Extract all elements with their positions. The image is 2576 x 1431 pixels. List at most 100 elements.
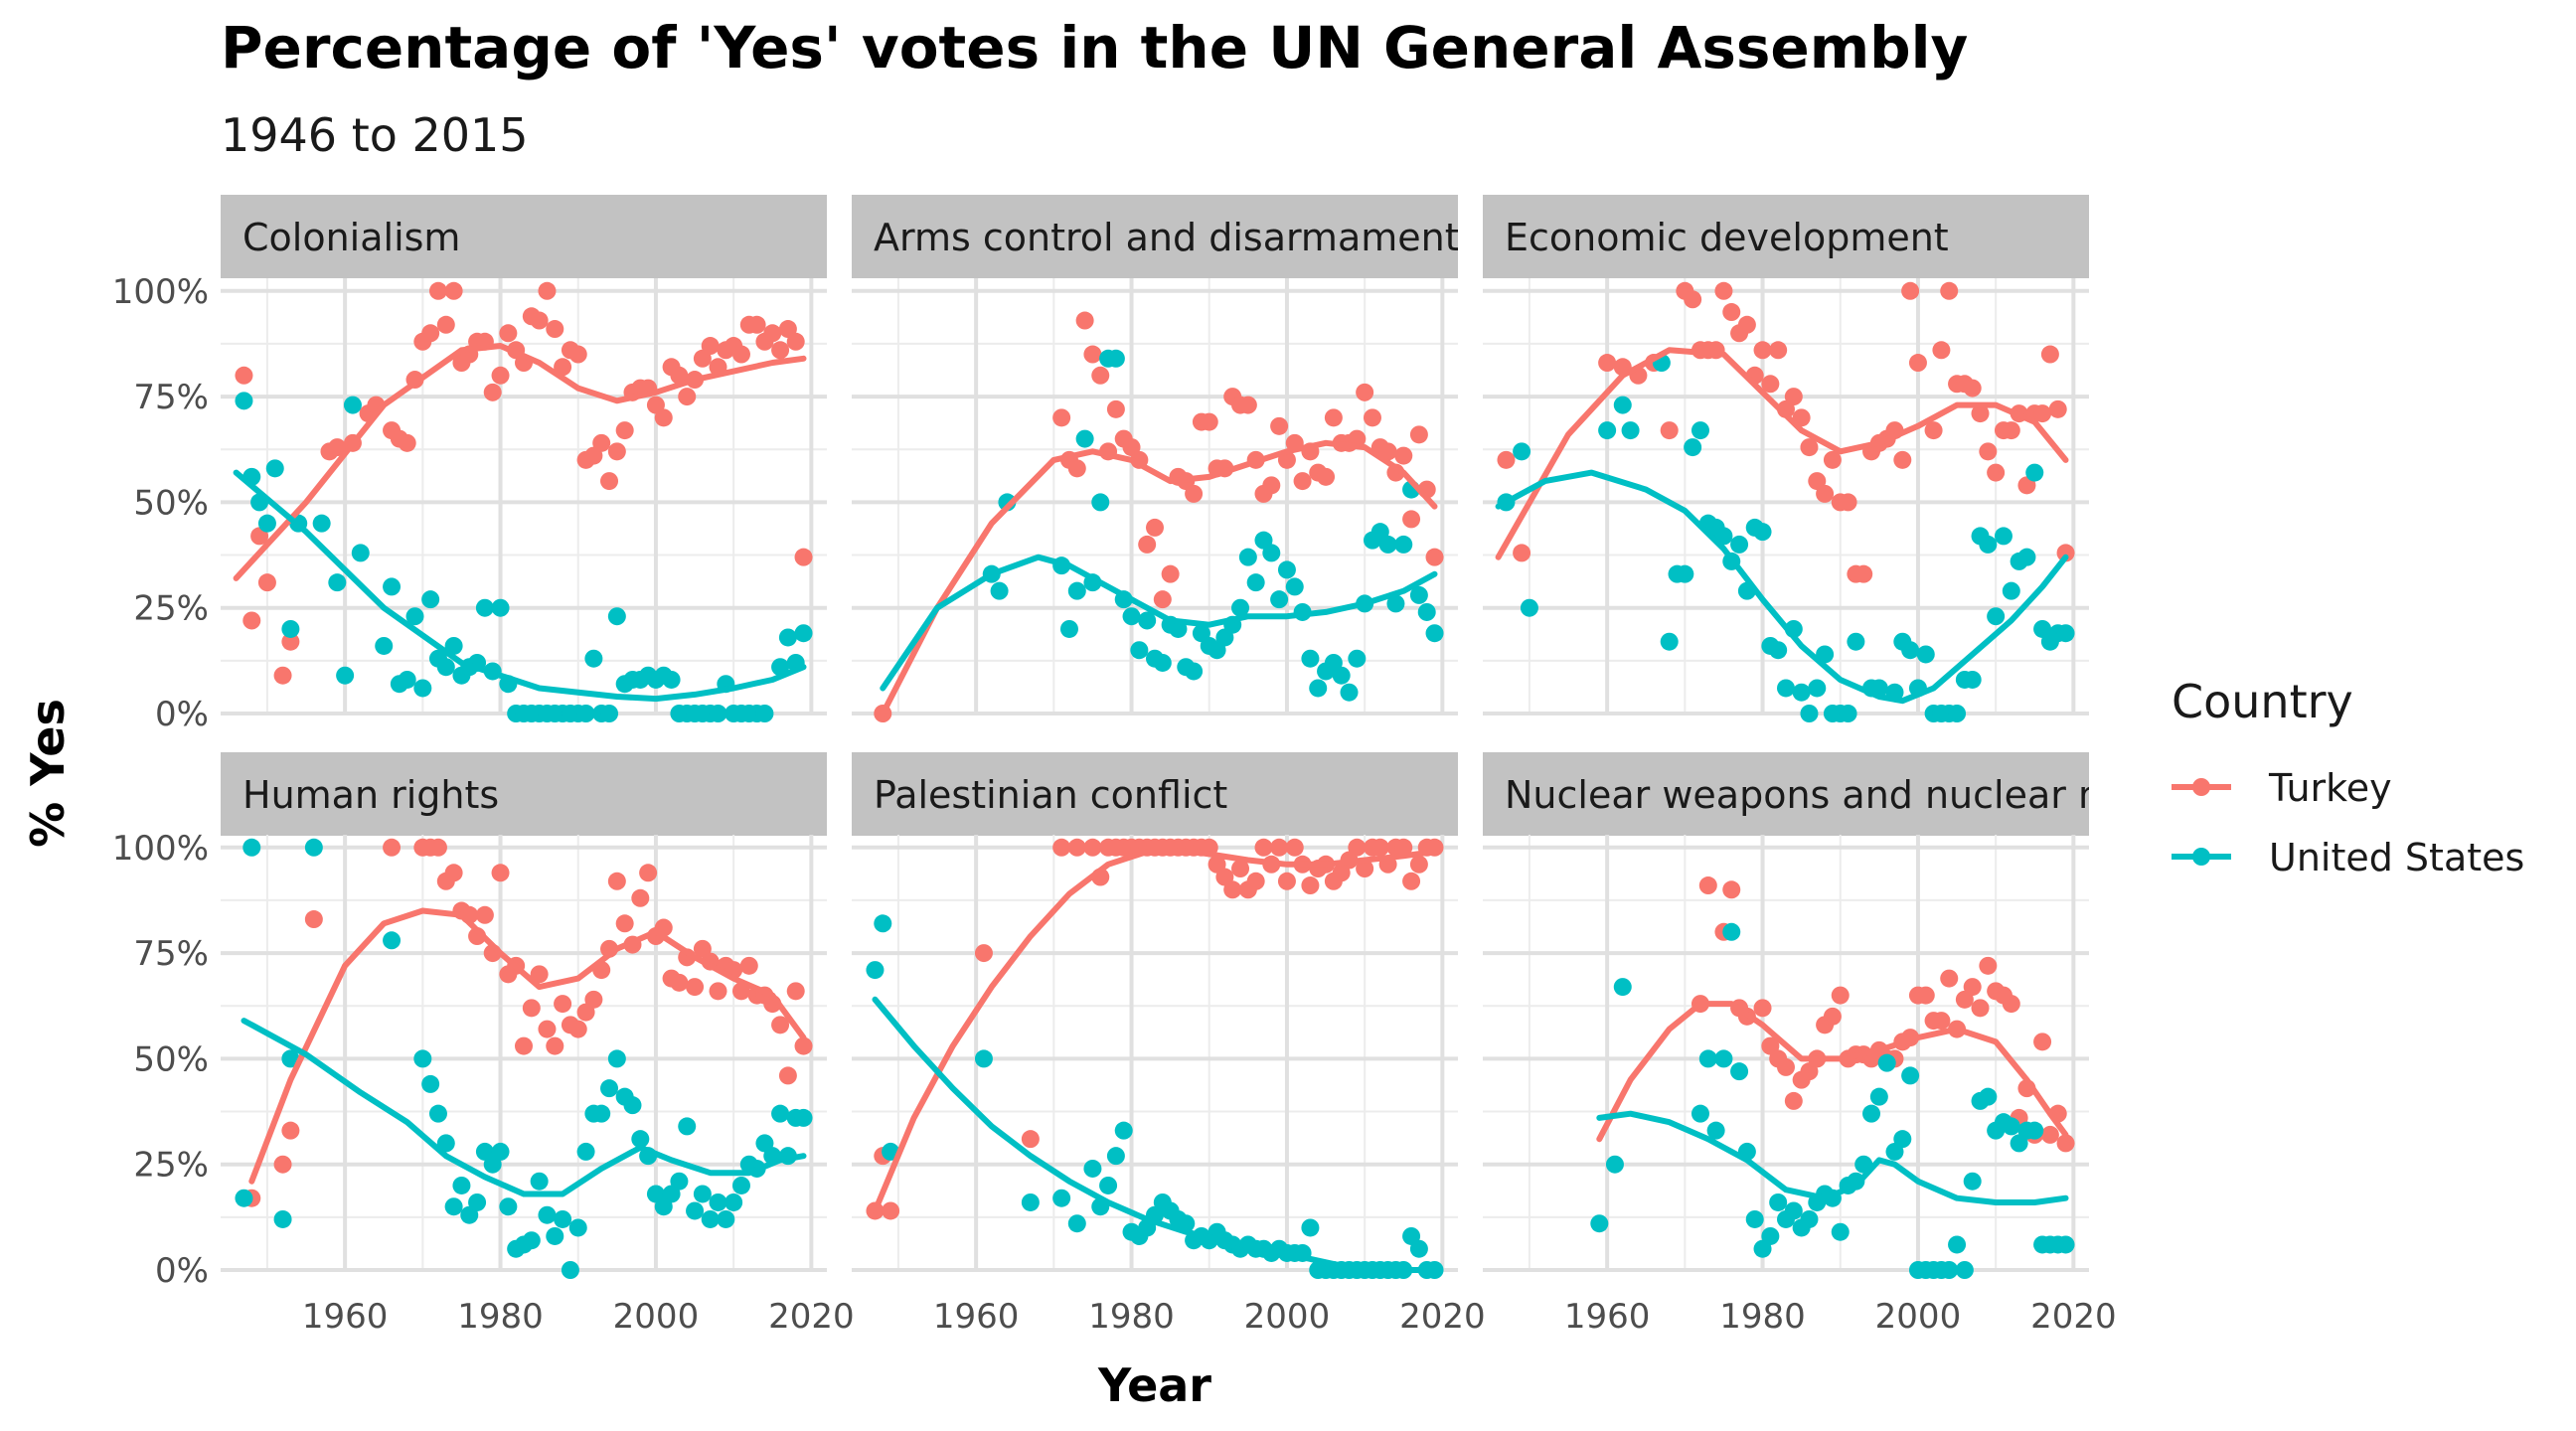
smooth-line-united-states <box>1596 1110 2069 1205</box>
data-point <box>499 324 518 343</box>
data-point <box>1784 1201 1803 1220</box>
legend-item-united-states: United States <box>2172 836 2524 879</box>
data-point <box>1862 1104 1881 1123</box>
data-point <box>375 636 394 655</box>
data-point <box>1769 1192 1788 1211</box>
data-point <box>771 341 790 360</box>
data-point <box>257 514 276 533</box>
data-point <box>654 408 673 427</box>
data-point <box>747 315 766 334</box>
data-point <box>1021 1192 1040 1211</box>
data-point <box>678 388 697 406</box>
series-turkey <box>235 281 813 685</box>
data-point <box>444 1197 463 1216</box>
data-point <box>2056 544 2075 562</box>
data-point <box>1277 560 1296 579</box>
data-point <box>421 590 440 609</box>
y-tick-label: 100% <box>112 272 209 312</box>
data-point <box>1854 564 1873 583</box>
data-point <box>701 1209 720 1228</box>
data-point <box>1901 1066 1920 1085</box>
data-point <box>1761 375 1780 394</box>
data-point <box>1994 527 2012 546</box>
data-point <box>739 956 758 975</box>
data-point <box>1816 484 1835 503</box>
grid <box>852 278 1458 716</box>
data-point <box>468 1192 487 1211</box>
data-point <box>1979 956 1998 975</box>
smooth-line-united-states <box>1495 469 2069 705</box>
data-point <box>1122 607 1141 626</box>
data-point <box>1955 1261 1974 1279</box>
data-point <box>1513 442 1531 461</box>
data-point <box>1146 518 1164 537</box>
data-point <box>242 611 261 630</box>
data-point <box>383 577 402 596</box>
data-point <box>1869 1087 1888 1106</box>
data-point <box>678 1117 697 1136</box>
data-point <box>1394 446 1413 465</box>
facet-strip-label: Arms control and disarmament <box>874 216 1460 259</box>
data-point <box>257 573 276 592</box>
facet-panel-human-rights: Human rights 0% 25% 50% 75% 100% 1960 1980 2000 2… <box>112 752 855 1337</box>
data-point <box>546 320 564 339</box>
data-point <box>546 1226 564 1245</box>
series-united-states <box>235 838 813 1279</box>
data-point <box>1932 1012 1951 1031</box>
data-point <box>1948 705 1967 722</box>
data-point <box>483 383 502 401</box>
data-point <box>1698 876 1717 895</box>
data-point <box>405 607 424 626</box>
data-point <box>1370 838 1389 857</box>
data-point <box>281 619 300 638</box>
data-point <box>1916 986 1935 1005</box>
y-tick-label: 75% <box>133 934 209 974</box>
x-tick-label: 1980 <box>457 1297 544 1337</box>
data-point <box>235 392 253 410</box>
x-tick-label: 1960 <box>1564 1297 1651 1337</box>
data-point <box>413 679 432 698</box>
data-point <box>1893 450 1912 469</box>
data-point <box>607 1049 626 1068</box>
data-point <box>1200 412 1218 431</box>
data-point <box>1356 860 1374 878</box>
data-point <box>1106 1147 1125 1166</box>
data-point <box>1293 472 1312 491</box>
data-point <box>1402 510 1421 529</box>
data-point <box>607 607 626 626</box>
data-point <box>1106 399 1125 418</box>
data-point <box>1083 1159 1102 1178</box>
y-tick-label: 50% <box>133 483 209 523</box>
data-point <box>1963 379 1982 398</box>
data-point <box>686 978 705 997</box>
data-point <box>1520 598 1538 617</box>
data-point <box>1730 535 1749 554</box>
data-point <box>1971 404 1990 423</box>
data-point <box>1839 705 1857 722</box>
data-point <box>1777 1057 1795 1076</box>
data-point <box>2056 1134 2075 1153</box>
data-point <box>623 1096 642 1115</box>
data-point <box>1613 396 1632 414</box>
data-point <box>1332 666 1351 685</box>
data-point <box>1285 838 1304 857</box>
data-point <box>568 345 587 364</box>
data-point <box>607 442 626 461</box>
data-point <box>974 944 993 963</box>
y-tick-label: 0% <box>155 695 209 734</box>
data-point <box>1262 476 1281 495</box>
facet-panel-nuclear-weapons-and-nuclear-material: Nuclear weapons and nuclear material 1960… <box>1483 752 2117 1337</box>
smooth-line-united-states <box>233 469 807 703</box>
data-point <box>1979 535 1998 554</box>
data-point <box>1761 1226 1780 1245</box>
data-point <box>709 705 727 722</box>
data-point <box>731 1176 750 1194</box>
data-point <box>1091 366 1110 385</box>
smooth-line-turkey <box>1495 347 2069 560</box>
data-point <box>343 396 362 414</box>
data-point <box>1753 341 1772 360</box>
data-point <box>1660 421 1679 440</box>
data-point <box>771 1104 790 1123</box>
data-point <box>2033 1033 2052 1051</box>
data-point <box>1238 396 1257 414</box>
